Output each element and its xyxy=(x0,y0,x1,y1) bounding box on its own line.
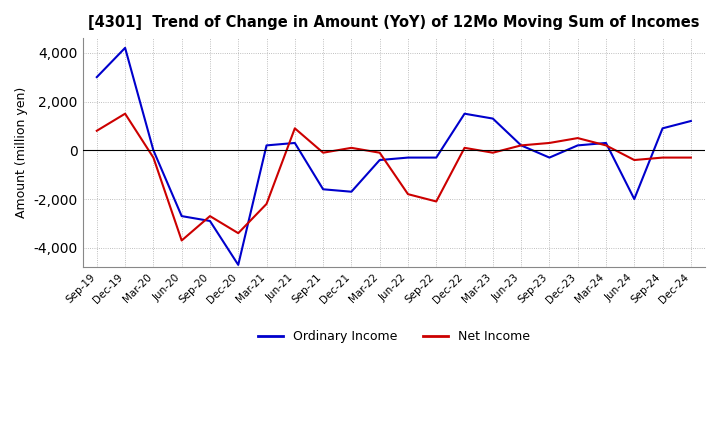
Net Income xyxy=(347,145,356,150)
Ordinary Income xyxy=(573,143,582,148)
Net Income xyxy=(121,111,130,116)
Ordinary Income xyxy=(375,158,384,163)
Ordinary Income xyxy=(290,140,299,146)
Net Income xyxy=(404,191,413,197)
Net Income xyxy=(489,150,498,155)
Net Income xyxy=(262,201,271,206)
Ordinary Income xyxy=(432,155,441,160)
Net Income xyxy=(602,143,611,148)
Net Income xyxy=(630,158,639,163)
Ordinary Income xyxy=(460,111,469,116)
Line: Net Income: Net Income xyxy=(96,114,691,241)
Ordinary Income xyxy=(347,189,356,194)
Net Income xyxy=(234,231,243,236)
Ordinary Income xyxy=(206,218,215,224)
Ordinary Income xyxy=(630,196,639,202)
Net Income xyxy=(517,143,526,148)
Net Income xyxy=(460,145,469,150)
Ordinary Income xyxy=(658,126,667,131)
Ordinary Income xyxy=(121,45,130,51)
Net Income xyxy=(290,126,299,131)
Net Income xyxy=(177,238,186,243)
Ordinary Income xyxy=(602,140,611,146)
Ordinary Income xyxy=(262,143,271,148)
Ordinary Income xyxy=(687,118,696,124)
Ordinary Income xyxy=(149,148,158,153)
Ordinary Income xyxy=(517,143,526,148)
Ordinary Income xyxy=(545,155,554,160)
Ordinary Income xyxy=(92,74,101,80)
Y-axis label: Amount (million yen): Amount (million yen) xyxy=(15,87,28,218)
Ordinary Income xyxy=(489,116,498,121)
Net Income xyxy=(432,199,441,204)
Net Income xyxy=(319,150,328,155)
Net Income xyxy=(92,128,101,133)
Net Income xyxy=(545,140,554,146)
Net Income xyxy=(573,136,582,141)
Net Income xyxy=(149,155,158,160)
Net Income xyxy=(206,213,215,219)
Net Income xyxy=(687,155,696,160)
Legend: Ordinary Income, Net Income: Ordinary Income, Net Income xyxy=(253,325,534,348)
Line: Ordinary Income: Ordinary Income xyxy=(96,48,691,265)
Net Income xyxy=(658,155,667,160)
Net Income xyxy=(375,150,384,155)
Ordinary Income xyxy=(177,213,186,219)
Ordinary Income xyxy=(404,155,413,160)
Title: [4301]  Trend of Change in Amount (YoY) of 12Mo Moving Sum of Incomes: [4301] Trend of Change in Amount (YoY) o… xyxy=(88,15,700,30)
Ordinary Income xyxy=(234,262,243,268)
Ordinary Income xyxy=(319,187,328,192)
